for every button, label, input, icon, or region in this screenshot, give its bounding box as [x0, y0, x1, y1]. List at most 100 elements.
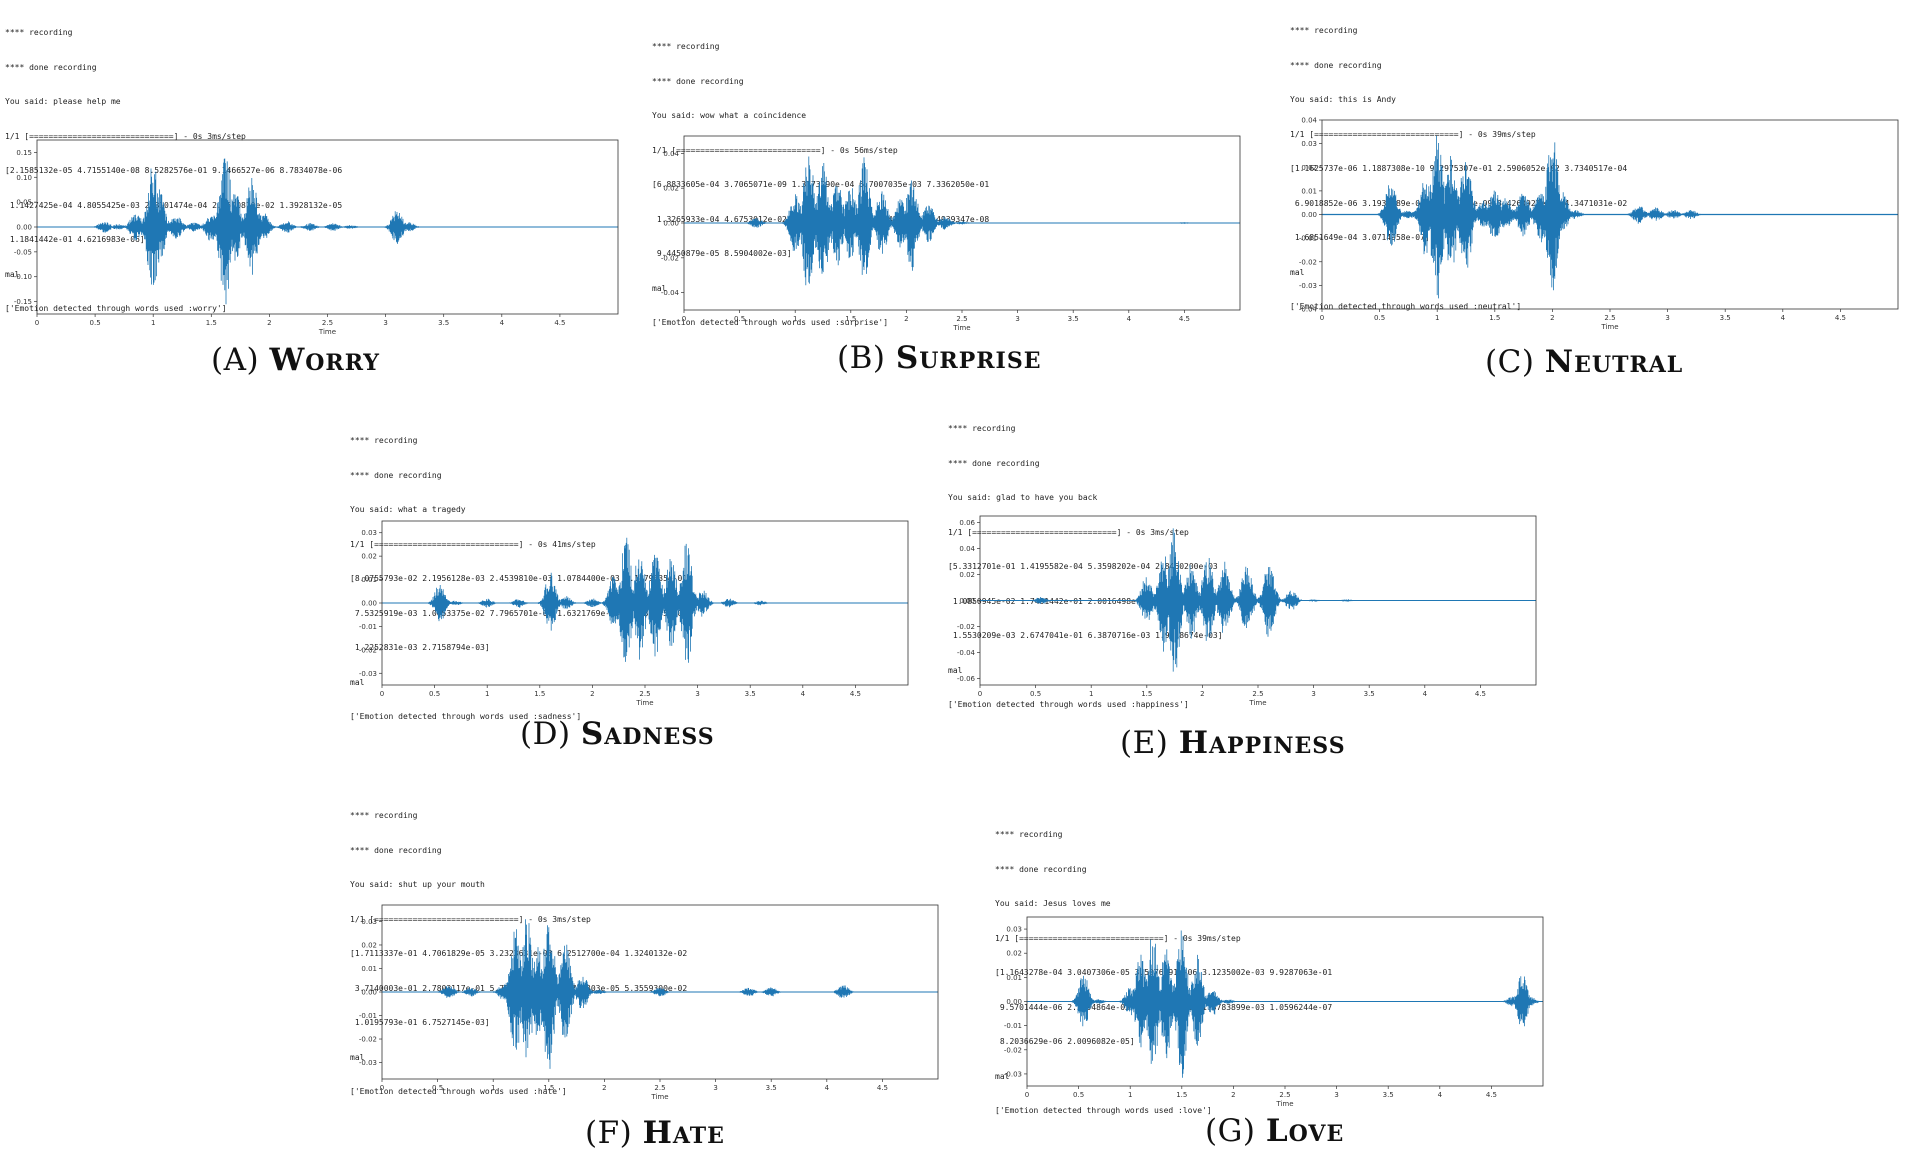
x-tick-label: 1.5 — [845, 315, 856, 323]
waveform-chart: 0 0.5 1 1.5 2 2.5 3 3.5 4 4.5 0.04 0.03 0.02 0.01 0.00… — [1299, 117, 1899, 331]
x-tick-label: 1 — [1435, 314, 1439, 322]
y-tick-label: -0.01 — [1299, 235, 1317, 243]
x-tick-label: 0.5 — [1374, 314, 1385, 322]
console-line: You said: this is Andy — [1290, 95, 1396, 104]
x-tick-label: 4 — [1781, 314, 1786, 322]
y-tick-label: 0.00 — [959, 597, 975, 605]
x-tick-label: 2.5 — [654, 1084, 665, 1092]
waveform-series — [381, 919, 938, 1069]
x-tick-label: 4 — [500, 319, 505, 327]
x-tick-label: 3.5 — [745, 690, 756, 698]
waveform-chart: 0 0.5 1 1.5 2 2.5 3 3.5 4 4.5 0.03 0.02 0.01 0.00 -0.0… — [359, 904, 939, 1101]
panel-g: **** recording **** done recording You s… — [995, 806, 1555, 1151]
figure-caption: (A) Worry — [211, 342, 380, 378]
y-tick-label: -0.03 — [359, 670, 377, 678]
y-tick-label: -0.02 — [1004, 1046, 1022, 1054]
x-tick-label: 0 — [380, 1084, 384, 1092]
caption-label: Surprise — [895, 340, 1042, 376]
x-tick-label: 2.5 — [322, 319, 333, 327]
y-tick-label: 0.02 — [1006, 950, 1022, 958]
x-tick-label: 4.5 — [1475, 690, 1486, 698]
caption-letter: (C) — [1485, 344, 1535, 380]
console-line: ['Emotion detected through words used :s… — [652, 318, 889, 327]
console-line: mal — [5, 269, 20, 279]
x-tick-label: 2.5 — [1279, 1091, 1290, 1099]
y-tick-label: -0.06 — [957, 675, 976, 683]
x-tick-label: 3 — [383, 319, 387, 327]
x-axis-label: Time — [1275, 1100, 1293, 1108]
console-line: 1.1427425e-04 4.8055425e-03 2.8101474e-0… — [5, 200, 343, 210]
console-line: 1/1 [==============================] - 0… — [350, 914, 591, 924]
panel-f: **** recording **** done recording You s… — [350, 787, 950, 1152]
console-line: You said: what a tragedy — [350, 505, 466, 514]
console-line: **** recording — [1290, 26, 1358, 35]
y-tick-label: -0.01 — [359, 623, 377, 631]
panel-d: **** recording **** done recording You s… — [350, 412, 920, 762]
console-line: **** done recording — [350, 845, 442, 855]
console-output: **** recording **** done recording You s… — [5, 4, 342, 338]
caption-letter: (B) — [837, 340, 886, 376]
console-line: 8.2036629e-06 2.0096082e-05] — [995, 1037, 1135, 1046]
console-line: **** done recording — [5, 62, 97, 72]
waveform-series — [381, 537, 908, 663]
x-tick-label: 0 — [380, 690, 384, 698]
x-tick-label: 2.5 — [1604, 314, 1615, 322]
x-tick-label: 3 — [1334, 1091, 1338, 1099]
console-line: mal — [350, 677, 365, 687]
y-tick-label: 0.00 — [361, 600, 377, 608]
console-line: [1.1625737e-06 1.1887308e-10 9.2975307e-… — [1290, 164, 1628, 173]
waveform-chart: 0 0.5 1 1.5 2 2.5 3 3.5 4 4.5 0.04 0.02 0.00 -0.02 -0.… — [661, 135, 1241, 332]
waveform-chart: 0 0.5 1 1.5 2 2.5 3 3.5 4 4.5 0.15 0.10 0.05 0.00 -0.0… — [14, 139, 619, 336]
x-tick-label: 0.5 — [734, 315, 745, 323]
waveform-line — [683, 156, 1240, 286]
y-tick-label: 0.00 — [16, 224, 32, 232]
y-tick-label: -0.04 — [957, 649, 976, 657]
console-line: mal — [350, 1052, 365, 1062]
y-tick-label: -0.05 — [14, 248, 32, 256]
y-tick-label: -0.15 — [14, 298, 32, 306]
x-tick-label: 1 — [793, 315, 797, 323]
x-tick-label: 3.5 — [1364, 690, 1375, 698]
y-tick-label: 0.03 — [1301, 140, 1317, 148]
x-tick-label: 4.5 — [1835, 314, 1846, 322]
caption-letter: (G) — [1205, 1113, 1256, 1149]
waveform-series — [1321, 135, 1898, 299]
caption-letter: (D) — [520, 716, 571, 752]
console-line: 1.6851649e-04 3.0714958e-07] — [1290, 233, 1430, 242]
waveform-series — [1026, 930, 1543, 1078]
figure-caption: (G) Love — [1205, 1113, 1344, 1149]
x-tick-label: 0.5 — [429, 690, 440, 698]
console-line: 1.2252831e-03 2.7158794e-03] — [350, 643, 490, 652]
y-tick-label: -0.04 — [1299, 306, 1318, 314]
x-tick-label: 1 — [151, 319, 155, 327]
y-tick-label: 0.01 — [361, 965, 377, 973]
x-tick-label: 4 — [1423, 690, 1428, 698]
console-line: mal — [948, 665, 963, 675]
x-tick-label: 0 — [978, 690, 982, 698]
waveform-chart: 0 0.5 1 1.5 2 2.5 3 3.5 4 4.5 0.06 0.04 0.02 0.00 -0.0… — [957, 515, 1537, 707]
waveform-chart: 0 0.5 1 1.5 2 2.5 3 3.5 4 4.5 0.03 0.02 0.01 0.00 -0.0… — [359, 520, 909, 707]
x-tick-label: 1.5 — [543, 1084, 554, 1092]
y-tick-label: 0.06 — [959, 519, 975, 527]
x-axis-label: Time — [952, 324, 970, 332]
figure-caption: (B) Surprise — [837, 340, 1041, 376]
x-tick-label: 4 — [801, 690, 806, 698]
console-line: ['Emotion detected through words used :h… — [948, 700, 1189, 709]
y-tick-label: 0.10 — [16, 174, 32, 182]
x-tick-label: 1 — [1128, 1091, 1132, 1099]
waveform-chart: 0 0.5 1 1.5 2 2.5 3 3.5 4 4.5 0.03 0.02 0.01 0.00 -0.0… — [1004, 916, 1544, 1108]
y-tick-label: -0.03 — [1004, 1070, 1022, 1078]
console-line: You said: shut up your mouth — [350, 880, 485, 889]
x-tick-label: 3 — [695, 690, 699, 698]
panel-c: **** recording **** done recording You s… — [1290, 2, 1910, 382]
console-line: mal — [1290, 267, 1305, 277]
x-tick-label: 0 — [35, 319, 39, 327]
y-tick-label: -0.02 — [1299, 258, 1317, 266]
console-line: 1.1841442e-01 4.6216983e-06] — [5, 235, 145, 244]
y-tick-label: -0.03 — [1299, 282, 1317, 290]
caption-label: Love — [1265, 1113, 1345, 1149]
console-line: You said: Jesus loves me — [995, 899, 1111, 908]
x-tick-label: 2 — [590, 690, 594, 698]
y-tick-label: 0.01 — [361, 576, 377, 584]
y-tick-label: 0.00 — [663, 220, 679, 228]
